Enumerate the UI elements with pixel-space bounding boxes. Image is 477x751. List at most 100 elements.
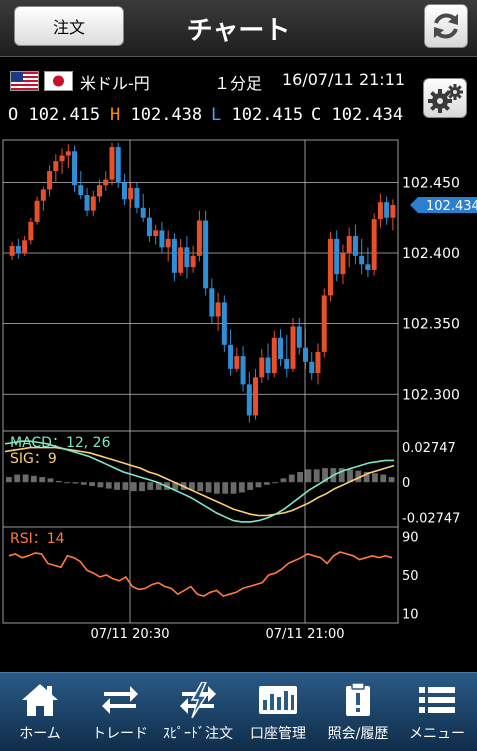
macd-axis-label: -0.02747: [402, 511, 460, 526]
app-header: 注文 チャート: [0, 0, 477, 57]
candle-body: [159, 230, 165, 248]
ohlc-low-key: L: [211, 105, 222, 125]
macd-histogram-bar: [205, 482, 212, 493]
candle-body: [234, 356, 240, 369]
macd-histogram-bar: [322, 468, 328, 483]
macd-histogram-bar: [172, 482, 179, 490]
candle-body: [146, 217, 152, 237]
signal-line: [4, 446, 395, 517]
candle-body: [278, 337, 284, 359]
candle-body: [72, 151, 78, 186]
tab-account[interactable]: 口座管理: [238, 673, 318, 751]
rsi-axis-label: 50: [402, 569, 419, 584]
macd-histogram-bar: [338, 468, 345, 483]
ohlc-open-value: 102.415: [28, 105, 101, 125]
bottom-tab-bar: ホーム トレード ｽﾋﾟｰﾄﾞ注文: [0, 672, 477, 751]
macd-histogram-bar: [155, 482, 162, 490]
candle-body: [121, 182, 127, 200]
ohlc-low-value: 102.415: [231, 105, 304, 125]
macd-histogram-bar: [238, 482, 245, 493]
candle-body: [290, 326, 296, 369]
macd-histogram-bar: [230, 482, 237, 494]
candle-body: [190, 255, 196, 268]
x-axis-label: 07/11 20:30: [90, 627, 169, 642]
candle-body: [178, 247, 184, 273]
speed-order-icon: [180, 682, 216, 718]
tab-menu[interactable]: メニュー: [397, 673, 477, 751]
quote-info: [0, 57, 477, 135]
macd-histogram-bar: [388, 477, 395, 483]
candle-body: [284, 358, 290, 369]
timeframe: １分足: [214, 74, 263, 93]
macd-histogram-bar: [139, 482, 145, 492]
tab-home[interactable]: ホーム: [0, 673, 80, 751]
sig-label: SIG：9: [10, 451, 57, 467]
tab-history-label: 照会/履歴: [327, 726, 389, 742]
macd-histogram-bar: [213, 482, 220, 494]
candle-body: [240, 356, 246, 385]
candle-body: [296, 326, 302, 348]
rsi-label: RSI：14: [10, 531, 65, 547]
candle-body: [165, 238, 171, 248]
candle-body: [109, 147, 115, 180]
price-chart[interactable]: 102.450 102.400 102.350 102.300 102.434 0.027…: [0, 135, 477, 670]
trade-arrows-icon: [102, 686, 138, 714]
current-price-label: 102.434: [426, 199, 477, 214]
candle-body: [340, 253, 346, 275]
tab-history[interactable]: 照会/履歴: [318, 673, 398, 751]
candle-body: [59, 155, 65, 162]
tab-menu-label: メニュー: [409, 726, 465, 742]
tab-trade-label: トレード: [92, 726, 148, 742]
ohlc-open-key: O: [8, 105, 19, 125]
macd-histogram-bar: [14, 474, 21, 483]
candle-body: [352, 236, 358, 256]
ohlc-close-key: C: [311, 105, 322, 125]
candle-body: [28, 221, 34, 241]
tab-speed-order[interactable]: ｽﾋﾟｰﾄﾞ注文: [158, 673, 238, 751]
ohlc-high-key: H: [110, 105, 121, 125]
candle-body: [365, 264, 371, 270]
candle-body: [371, 219, 377, 270]
candle-body: [315, 351, 321, 374]
refresh-icon: [434, 13, 458, 39]
macd-histogram-bar: [247, 482, 254, 490]
candle-body: [259, 357, 265, 378]
ohlc-close-value: 102.434: [331, 105, 404, 125]
candle-body: [128, 188, 134, 200]
candle-body: [390, 204, 396, 218]
macd-histogram-bar: [114, 482, 120, 490]
macd-histogram-bar: [288, 474, 295, 483]
x-axis-label: 07/11 21:00: [265, 627, 344, 642]
candle-body: [246, 384, 252, 416]
ohlc-high: H 102.438: [110, 105, 202, 125]
macd-histogram-bar: [47, 478, 54, 483]
candle-body: [171, 238, 177, 273]
macd-histogram-bar: [105, 482, 112, 489]
candle-body: [265, 357, 271, 374]
candle-body: [196, 220, 202, 256]
candle-body: [22, 240, 28, 254]
tab-trade[interactable]: トレード: [80, 673, 160, 751]
price-axis-label: 102.450: [402, 175, 460, 191]
candle-body: [253, 377, 259, 416]
macd-histogram-bar: [297, 471, 303, 483]
rsi-line: [8, 551, 393, 597]
macd-histogram-bar: [39, 477, 46, 483]
macd-histogram-bar: [347, 469, 353, 483]
macd-histogram-bar: [222, 482, 229, 494]
candle-body: [384, 202, 390, 218]
macd-axis-label: 0.02747: [402, 441, 456, 456]
refresh-button[interactable]: [424, 4, 468, 48]
candle-body: [327, 238, 333, 296]
candle-body: [334, 238, 340, 275]
tab-account-label: 口座管理: [250, 726, 306, 742]
candle-body: [359, 255, 365, 265]
candle-body: [271, 337, 277, 374]
settings-button[interactable]: [423, 78, 467, 118]
candle-body: [47, 171, 53, 190]
order-button[interactable]: 注文: [14, 6, 124, 46]
ohlc-close: C 102.434: [311, 105, 403, 125]
price-axis-label: 102.400: [402, 246, 460, 262]
menu-icon: [419, 687, 455, 713]
current-price-tag: [410, 196, 477, 213]
